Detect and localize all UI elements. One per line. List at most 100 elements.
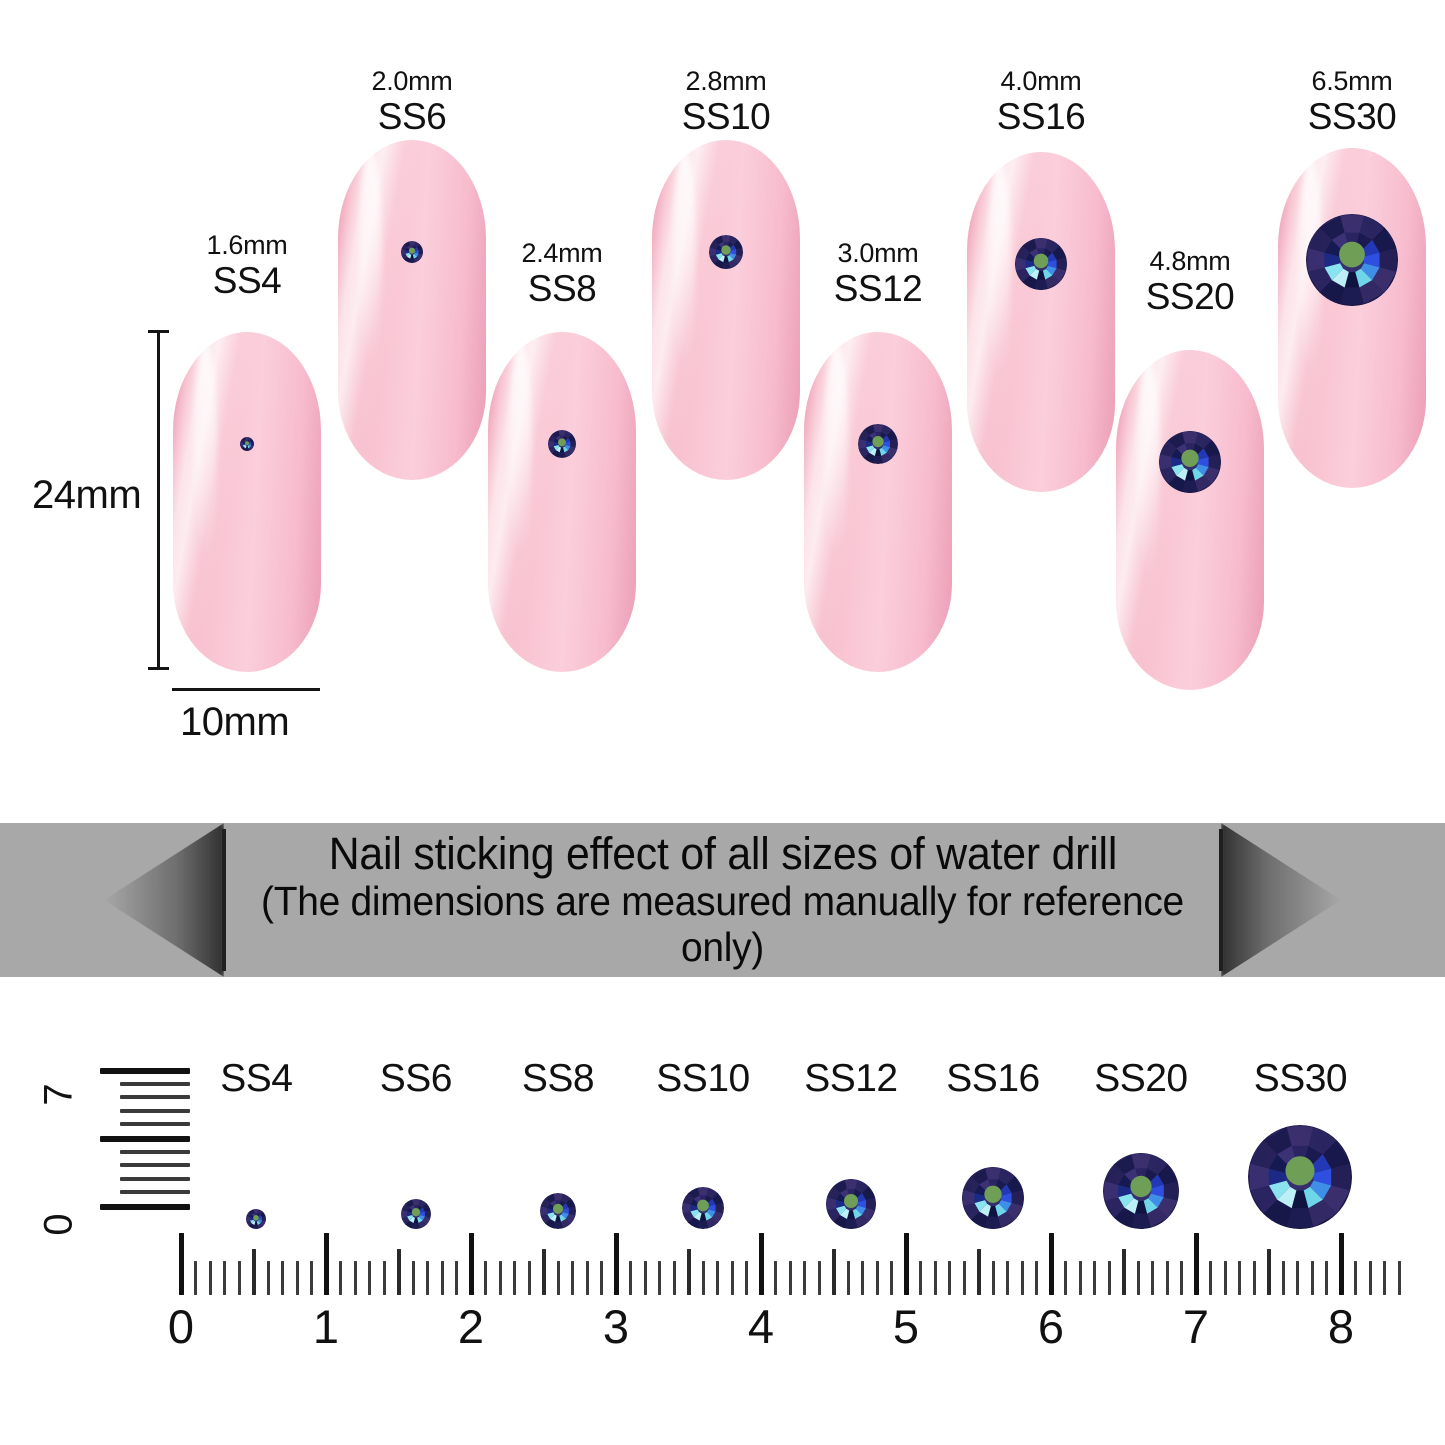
ruler-tick: [426, 1261, 429, 1295]
ruler-number-7: 7: [1182, 1300, 1210, 1353]
nail-swatch-ss16: 4.0mm SS16: [967, 0, 1115, 700]
ruler-tick: [237, 1261, 241, 1295]
ruler-ss-label-ss4: SS4: [220, 1057, 293, 1100]
height-guide-line: [148, 330, 169, 670]
ruler-rhinestone-gem-icon: [246, 1209, 267, 1229]
ruler-tick: [758, 1233, 764, 1295]
ruler-tick: [1397, 1261, 1401, 1295]
nail-ss-code: SS20: [1145, 275, 1235, 317]
ruler-tick: [455, 1261, 458, 1295]
ruler-tick: [353, 1261, 357, 1295]
ruler-tick: [1252, 1261, 1256, 1295]
ruler-ss-label-ss16: SS16: [946, 1057, 1040, 1100]
nail-ss-code: SS4: [212, 259, 282, 301]
ruler-tick: [484, 1261, 487, 1295]
ruler-rhinestone-gem-icon: [825, 1179, 876, 1229]
nail-ss-code: SS8: [527, 267, 597, 309]
ruler-tick: [1223, 1261, 1227, 1295]
nail-shape: [1116, 350, 1264, 690]
ruler-rhinestone-gem-icon: [540, 1193, 576, 1229]
nail-mm-value: 1.6mm: [206, 230, 288, 260]
ruler-number-0: 0: [167, 1300, 195, 1353]
nail-mm-value: 2.4mm: [521, 238, 603, 268]
nail-ss-code: SS12: [833, 267, 923, 309]
banner-subtitle: (The dimensions are measured manually fo…: [261, 878, 1184, 971]
nail-mm-value: 3.0mm: [837, 238, 919, 268]
ruler-tick: [1325, 1261, 1328, 1295]
ruler-tick: [701, 1261, 705, 1295]
nail-size-label-ss20: 4.8mm SS20: [1080, 247, 1300, 317]
ruler-tick: [396, 1249, 401, 1295]
ruler-tick: [194, 1261, 197, 1295]
ruler-tick: [223, 1261, 226, 1295]
ruler-tick: [817, 1261, 821, 1295]
ruler-tick: [339, 1261, 342, 1295]
ruler-tick: [976, 1249, 981, 1295]
ruler-tick: [788, 1261, 792, 1295]
ruler-tick: [556, 1261, 560, 1295]
vertical-ruler-tick: [100, 1204, 190, 1210]
rhinestone-gem-icon: [401, 241, 423, 263]
ruler-tick: [1093, 1261, 1096, 1295]
ruler-tick: [803, 1261, 806, 1295]
ruler-tick: [629, 1261, 632, 1295]
ruler-tick: [1121, 1249, 1126, 1295]
vertical-ruler-tick: [120, 1108, 190, 1113]
ruler-tick: [991, 1261, 995, 1295]
vertical-ruler-tick: [120, 1149, 190, 1154]
width-guide-line: [172, 688, 320, 691]
ruler-number-8: 8: [1327, 1300, 1355, 1353]
ribbon-edge-left: [222, 829, 226, 971]
ruler-rhinestone-gem-icon: [1248, 1125, 1353, 1229]
nail-swatch-ss8: 2.4mm SS8: [488, 0, 636, 700]
ruler-tick: [571, 1261, 574, 1295]
ruler-tick: [1136, 1261, 1140, 1295]
nail-mm-value: 2.8mm: [685, 66, 767, 96]
ruler-tick: [1193, 1233, 1199, 1295]
ruler-tick: [1006, 1261, 1009, 1295]
nail-shape: [1278, 148, 1426, 488]
nail-swatch-ss12: 3.0mm SS12: [804, 0, 952, 700]
rhinestone-gem-icon: [1159, 431, 1221, 493]
nail-swatch-ss6: 2.0mm SS6: [338, 0, 486, 700]
nail-size-label-ss6: 2.0mm SS6: [302, 66, 522, 135]
rhinestone-gem-icon: [1306, 214, 1398, 306]
ruler-rhinestone-gem-icon: [682, 1187, 724, 1229]
ruler-tick: [281, 1261, 284, 1295]
rhinestone-gem-icon: [240, 437, 254, 451]
ruler-tick: [600, 1261, 603, 1295]
ruler-number-2: 2: [457, 1300, 485, 1353]
nail-mm-value: 4.0mm: [1000, 66, 1082, 96]
nail-shape: [652, 140, 800, 480]
ruler-rhinestone-gem-icon: [1102, 1153, 1179, 1229]
ruler-tick: [1048, 1233, 1054, 1295]
ruler-tick: [846, 1261, 850, 1295]
vertical-ruler-tick: [120, 1122, 190, 1127]
ruler-tick: [933, 1261, 937, 1295]
ruler-tick: [527, 1261, 531, 1295]
horizontal-ruler-ticks: [173, 1230, 1418, 1295]
ruler-tick: [1020, 1261, 1024, 1295]
vertical-ruler-tick: [100, 1068, 190, 1074]
vertical-ruler-tick: [120, 1176, 190, 1181]
ruler-tick: [541, 1249, 546, 1295]
nail-shape: [338, 140, 486, 480]
ruler-tick: [919, 1261, 922, 1295]
ruler-tick: [323, 1233, 329, 1295]
ruler-tick: [672, 1261, 676, 1295]
ruler-tick: [208, 1261, 212, 1295]
ruler-tick: [1078, 1261, 1082, 1295]
nail-swatch-ss4: 1.6mm SS4: [173, 0, 321, 700]
ruler-tick: [658, 1261, 661, 1295]
nail-mm-value: 2.0mm: [371, 66, 453, 96]
ruler-number-5: 5: [892, 1300, 920, 1353]
ruler-tick: [1338, 1233, 1344, 1295]
vertical-ruler-bottom-label: 0: [36, 1213, 81, 1236]
ruler-tick: [178, 1233, 184, 1295]
ruler-tick: [745, 1261, 748, 1295]
nail-size-label-ss10: 2.8mm SS10: [616, 66, 836, 135]
ruler-tick: [1064, 1261, 1067, 1295]
ruler-tick: [686, 1249, 691, 1295]
ruler-tick: [295, 1261, 299, 1295]
ruler-tick: [440, 1261, 444, 1295]
